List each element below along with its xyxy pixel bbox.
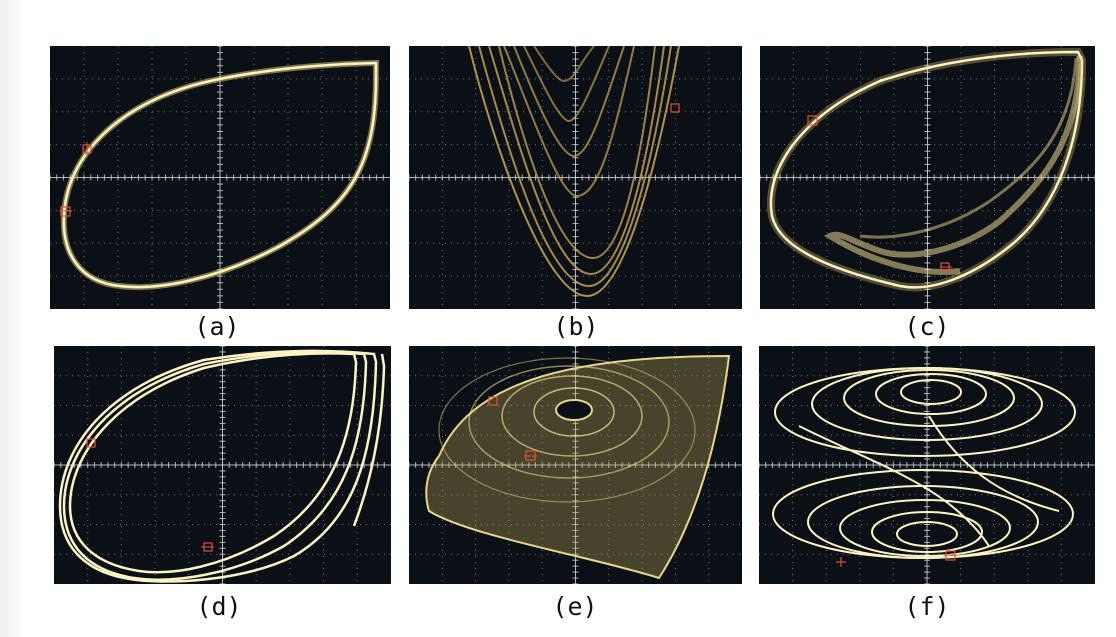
oscilloscope-screen-e: [409, 346, 742, 584]
caption-a: (a): [194, 312, 240, 341]
left-edge-shade: [0, 0, 22, 637]
caption-e: (e): [552, 592, 598, 621]
trace-b: [468, 46, 680, 298]
axes-b: [409, 46, 742, 309]
cursor-marker-e2: [524, 450, 537, 461]
trace-e: [425, 354, 731, 580]
oscilloscope-screen-b: [409, 46, 742, 309]
cursor-marker-c2: [940, 262, 952, 272]
caption-f: (f): [904, 592, 950, 621]
cursor-marker-a1: [82, 142, 92, 156]
oscilloscope-screen-c: [760, 46, 1095, 309]
caption-d: (d): [196, 592, 242, 621]
axes-e: [409, 346, 742, 584]
trace-d: [58, 349, 386, 583]
cursor-marker-f1: [944, 550, 957, 561]
phase-portrait-c: [760, 46, 1095, 309]
oscilloscope-screen-d: [54, 346, 391, 584]
trace-a: [60, 59, 379, 291]
cursor-marker-e1: [488, 396, 498, 406]
cursor-marker-b1: [670, 103, 680, 113]
phase-portrait-e: [409, 346, 742, 584]
trace-f: [772, 367, 1076, 559]
cursor-marker-f2: [836, 557, 846, 567]
caption-c: (c): [904, 312, 950, 341]
cursor-marker-a2: [59, 206, 72, 217]
phase-portrait-f: [759, 346, 1095, 584]
trace-c: [766, 47, 1087, 292]
axes-d: [54, 346, 391, 584]
phase-portrait-d: [54, 346, 391, 584]
axes-c: [760, 46, 1095, 309]
axes-a: [50, 46, 390, 309]
caption-b: (b): [553, 312, 599, 341]
cursor-marker-d1: [86, 438, 96, 448]
cursor-marker-c1: [807, 115, 818, 126]
oscilloscope-screen-a: [50, 46, 390, 309]
phase-portrait-b: [409, 46, 742, 309]
oscilloscope-screen-f: [759, 346, 1095, 584]
phase-portrait-a: [50, 46, 390, 309]
cursor-marker-d2: [201, 542, 214, 552]
axes-f: [759, 346, 1095, 584]
